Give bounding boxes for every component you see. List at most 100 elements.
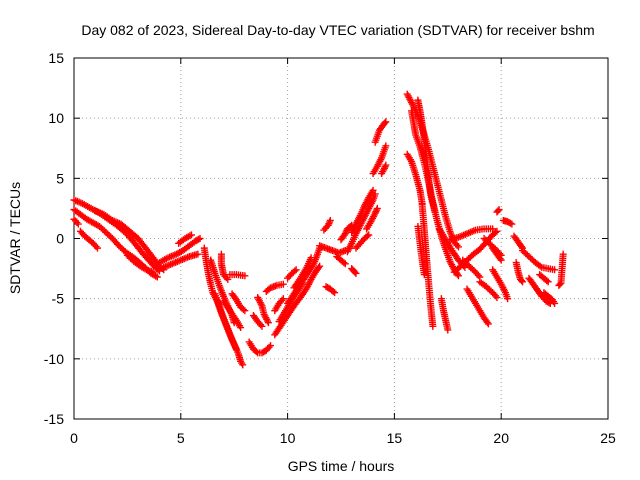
data-point [429,322,437,330]
series-arc4 [76,227,101,252]
series-arc29 [322,283,339,297]
data-point [551,266,559,274]
y-tick-label: -5 [52,291,65,307]
x-tick-label: 10 [280,430,296,446]
data-point [264,319,272,327]
y-tick-label: 5 [56,170,64,186]
series-arc9 [175,231,195,247]
data-point [315,264,323,272]
data-point [536,262,544,270]
data-point [307,254,315,262]
data-point [504,295,512,303]
data-point [257,321,265,329]
series-arc24 [290,254,315,292]
data-point [496,255,504,263]
series-arc21 [271,262,324,339]
series-arc43 [418,201,437,330]
x-tick-label: 0 [70,430,78,446]
series-arc33 [348,265,360,277]
data-point [483,318,491,326]
series-arc27 [316,242,349,257]
series-arc20 [262,280,287,295]
data-point [363,232,371,240]
series-arc6 [123,251,157,276]
data-point [372,208,380,216]
data-point [325,220,333,228]
data-point [517,243,525,251]
series-arc19 [254,293,272,327]
x-tick-label: 5 [177,430,185,446]
y-tick-label: -10 [44,351,64,367]
data-point [382,142,390,150]
series-arc8 [160,250,202,271]
data-point [267,342,275,350]
data-point [508,220,516,228]
data-point [326,216,334,224]
data-point [545,299,553,307]
data-point [382,118,390,126]
data-point [369,186,377,194]
series-arc35 [348,186,377,236]
series-arc52 [476,278,501,301]
data-point [544,278,552,286]
data-point [331,289,339,297]
series-arc17 [245,338,275,357]
data-point [352,269,360,277]
y-tick-label: 15 [48,50,64,66]
data-point [152,272,160,280]
data-point [92,243,100,251]
series-arc54 [489,244,505,264]
data-point [493,293,501,301]
data-point [74,220,82,228]
data-point [278,296,286,304]
data-point [431,208,439,216]
data-points [70,90,567,369]
data-point [453,241,461,249]
series-arc18 [249,312,266,330]
data-point [381,119,389,127]
series-arc3 [70,215,82,228]
series-arc15 [220,297,245,332]
data-point [93,244,101,252]
series-arc51 [463,285,492,328]
data-point [341,260,349,268]
data-point [382,161,390,169]
data-point [239,305,247,313]
data-point [420,271,428,279]
data-point [474,271,482,279]
data-point [365,231,373,239]
data-point [241,272,249,280]
y-tick-label: -15 [44,411,64,427]
data-point [556,280,564,288]
data-point [555,281,563,289]
y-axis-label: SDTVAR / TECUs [7,182,23,294]
series-arc46 [437,295,452,334]
data-point [454,243,462,251]
series-arc50 [459,256,484,281]
series-arc56 [499,216,516,228]
data-point [497,256,505,264]
data-point [493,227,501,235]
series-arc42 [414,96,439,216]
data-point [239,361,247,369]
data-point [351,268,359,276]
data-point [373,206,381,214]
data-point [141,265,149,273]
series-arc44 [403,150,426,208]
y-tick-label: 0 [56,231,64,247]
data-point [380,164,388,172]
data-point [418,200,426,208]
data-point [186,232,194,240]
series-arc36 [363,204,381,233]
series-arc48 [446,225,497,244]
data-point [492,292,500,300]
data-point [252,348,260,356]
data-point [495,206,503,214]
series-arc37 [369,142,390,178]
data-point [341,230,349,238]
x-tick-label: 25 [600,430,616,446]
series-arc28 [320,216,334,234]
data-point [326,218,334,226]
series-arc61 [525,274,554,307]
